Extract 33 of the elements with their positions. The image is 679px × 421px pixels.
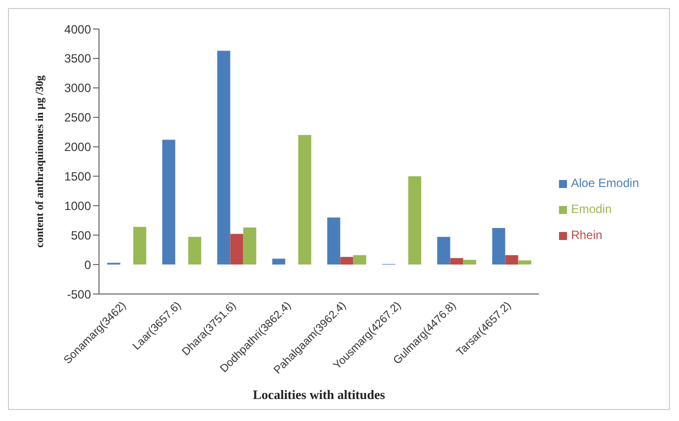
bar	[243, 227, 256, 265]
y-tick-label: 2000	[64, 140, 92, 154]
bar	[518, 260, 532, 265]
bar	[327, 217, 340, 265]
y-tick-label: 1000	[64, 198, 92, 213]
legend-label: Emodin	[570, 202, 612, 216]
bar	[340, 256, 354, 265]
bar	[162, 140, 176, 265]
legend-label: Aloe Emodin	[570, 176, 639, 190]
legend-label: Rhein	[570, 228, 602, 242]
y-tick-label: 4000	[64, 22, 92, 36]
bar	[217, 50, 230, 265]
y-tick-label: 3000	[64, 81, 92, 96]
y-tick-label: 2500	[64, 110, 92, 125]
y-tick-label: 0	[84, 258, 92, 272]
y-tick-label: -500	[66, 287, 92, 302]
y-tick-label: 500	[70, 228, 92, 242]
bar	[353, 255, 366, 265]
bar	[492, 228, 506, 265]
bar	[437, 236, 450, 265]
bar	[230, 234, 244, 265]
x-axis-title: Localities with altitudes	[252, 387, 386, 402]
bar	[408, 176, 422, 265]
bar	[450, 258, 464, 265]
y-tick-label: 1500	[64, 169, 92, 184]
y-tick-label: 3500	[64, 52, 92, 66]
bar	[505, 255, 518, 265]
y-axis-title: content of anthraquinones in µg /30g	[34, 74, 46, 248]
bar	[133, 226, 146, 265]
bar	[298, 135, 312, 265]
bar	[188, 236, 202, 265]
bar	[463, 260, 476, 265]
bar	[272, 258, 286, 265]
